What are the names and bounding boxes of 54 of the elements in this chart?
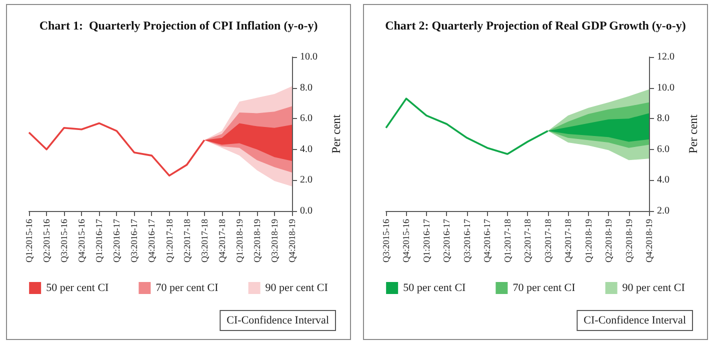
y-tick-label: 8.0 <box>300 82 312 94</box>
x-tick-label: Q4:2016-17 <box>482 218 492 262</box>
legend-label: 50 per cent CI <box>46 282 110 294</box>
x-tick-label: Q3:2015-16 <box>59 218 70 262</box>
y-tick-label: 0.0 <box>300 206 312 216</box>
y-axis-title: Per cent <box>686 114 700 154</box>
x-tick-label: Q2:2018-19 <box>604 218 614 262</box>
y-axis-title: Per cent <box>329 114 343 154</box>
chart-title: Chart 1: Quarterly Projection of CPI Inflation (y-o-y) <box>39 18 318 32</box>
x-tick-label: Q2:2018-19 <box>252 218 262 262</box>
x-tick-label: Q1:2017-18 <box>164 218 174 262</box>
x-tick-label: Q4:2015-16 <box>76 218 87 262</box>
x-tick-label: Q4:2018-19 <box>287 218 297 262</box>
y-tick-label: 6.0 <box>300 113 312 124</box>
x-tick-label: Q4:2018-19 <box>644 218 654 262</box>
x-tick-label: Q4:2016-17 <box>146 218 157 262</box>
x-tick-label: Q3:2016-17 <box>129 218 140 262</box>
x-tick-label: Q2:2017-18 <box>522 218 533 262</box>
x-tick-label: Q1:2018-19 <box>234 218 244 262</box>
x-tick-label: Q3:2018-19 <box>624 218 634 262</box>
x-tick-label: Q1:2016-17 <box>421 218 432 262</box>
text: CI-Confidence Interval <box>584 314 686 326</box>
x-tick-label: Q2:2015-16 <box>42 218 52 262</box>
x-tick-label: Q2:2017-18 <box>182 218 192 262</box>
x-tick-label: Q4:2017-18 <box>563 218 574 262</box>
legend-label: 90 per cent CI <box>265 282 328 294</box>
x-tick-label: Q3:2017-18 <box>199 218 210 262</box>
x-tick-label: Q1:2017-18 <box>502 218 512 262</box>
y-tick-label: 4.0 <box>657 174 670 186</box>
y-tick-label: 10.0 <box>657 82 674 94</box>
x-tick-label: Q3:2015-16 <box>381 218 391 262</box>
y-tick-label: 2.0 <box>300 174 312 186</box>
y-tick-label: 6.0 <box>657 144 670 155</box>
x-tick-label: Q3:2017-18 <box>542 218 553 262</box>
x-tick-label: Q4:2015-16 <box>401 218 412 262</box>
x-tick-label: Q1:2015-16 <box>24 218 34 262</box>
y-tick-label: 8.0 <box>657 113 670 124</box>
x-tick-label: Q2:2016-17 <box>112 218 122 262</box>
y-tick-label: 12.0 <box>657 52 674 62</box>
x-tick-label: Q2:2016-17 <box>442 218 452 262</box>
legend-label: 90 per cent CI <box>622 282 686 294</box>
y-tick-label: 10.0 <box>300 52 318 62</box>
x-tick-label: Q1:2016-17 <box>94 218 104 262</box>
legend-label: 50 per cent CI <box>403 282 466 294</box>
chart-title: Chart 2: Quarterly Projection of Real GDP Growth (y-o-y) <box>385 18 686 32</box>
x-tick-label: Q3:2016-17 <box>462 218 472 262</box>
legend-label: 70 per cent CI <box>512 282 576 294</box>
text: CI-Confidence Interval <box>226 314 330 326</box>
x-tick-label: Q4:2017-18 <box>216 218 227 262</box>
x-tick-label: Q1:2018-19 <box>583 218 594 262</box>
x-tick-label: Q3:2018-19 <box>269 218 280 262</box>
y-tick-label: 4.0 <box>300 144 312 155</box>
y-tick-label: 2.0 <box>657 206 670 216</box>
legend-label: 70 per cent CI <box>156 282 219 294</box>
